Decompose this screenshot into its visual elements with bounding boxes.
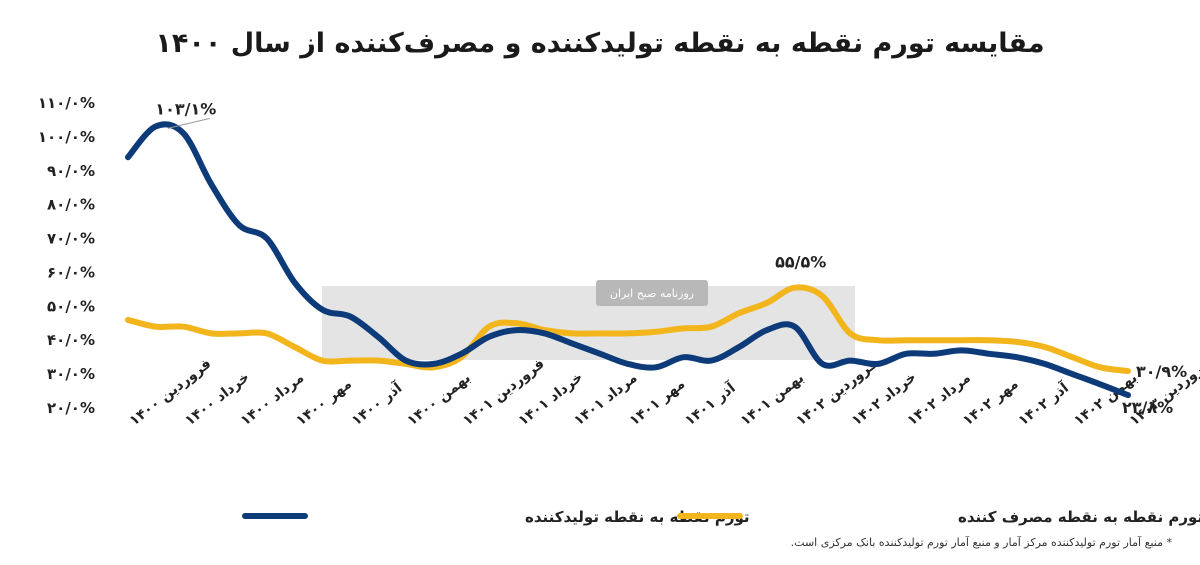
data-label: ۲۳/۸% <box>1122 398 1173 417</box>
y-tick-label: ۱۰۰/۰% <box>38 128 95 146</box>
series-line-consumer <box>125 284 1131 375</box>
y-tick-label: ۱۱۰/۰% <box>38 94 95 112</box>
data-label: ۳۰/۹% <box>1136 362 1187 381</box>
y-tick-label: ۹۰/۰% <box>47 162 95 180</box>
x-tick-label: آذر ۱۴۰۰ <box>348 378 407 429</box>
y-tick-label: ۴۰/۰% <box>47 331 95 349</box>
legend-label-consumer: تورم نقطه به نقطه مصرف کننده <box>958 508 1200 526</box>
source-footnote: .منبع آمار تورم تولیدکننده مرکز آمار و م… <box>791 535 1173 549</box>
annotations: ۱۰۳/۱% ۵۵/۵% ۳۰/۹% ۲۳/۸% <box>155 99 1187 417</box>
legend-label-producer: تورم نقطه به نقطه تولیدکننده <box>525 508 750 526</box>
x-tick-label: آذر ۱۴۰۱ <box>681 378 740 429</box>
x-tick-label: آذر ۱۴۰۲ <box>1014 378 1073 429</box>
series-layer <box>125 121 1131 399</box>
legend: تورم نقطه به نقطه تولیدکننده تورم نقطه ب… <box>242 508 1200 526</box>
watermark-text: روزنامه صبح ایران <box>610 287 694 300</box>
y-tick-label: ۳۰/۰% <box>47 365 95 383</box>
chart-title: مقایسه تورم نقطه به نقطه تولیدکننده و مص… <box>155 28 1044 59</box>
y-tick-label: ۸۰/۰% <box>47 196 95 214</box>
y-tick-label: ۵۰/۰% <box>47 297 95 315</box>
y-tick-label: ۶۰/۰% <box>47 263 95 281</box>
data-label: ۱۰۳/۱% <box>155 99 216 118</box>
y-tick-label: ۲۰/۰% <box>47 399 95 417</box>
watermark-badge <box>596 280 708 306</box>
annotation-leader <box>167 117 210 129</box>
series-line-producer <box>125 121 1131 399</box>
y-axis: ۲۰/۰% ۳۰/۰% ۴۰/۰% ۵۰/۰% ۶۰/۰% ۷۰/۰% ۸۰/۰% ۹۰/۰%… <box>38 94 95 417</box>
y-tick-label: ۷۰/۰% <box>47 230 95 248</box>
data-label: ۵۵/۵% <box>775 253 826 272</box>
